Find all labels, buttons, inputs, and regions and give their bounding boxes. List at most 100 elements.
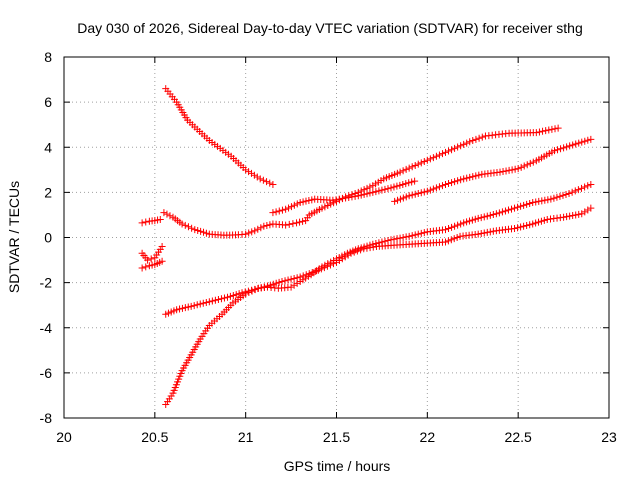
- data-point: [251, 286, 259, 294]
- data-point: [142, 218, 150, 226]
- data-point: [451, 144, 459, 152]
- x-tick-label: 20.5: [141, 429, 168, 445]
- data-point: [250, 171, 258, 179]
- y-tick-label: 0: [44, 230, 52, 246]
- data-point: [408, 178, 416, 186]
- data-point: [208, 297, 216, 305]
- x-tick-label: 20: [56, 429, 72, 445]
- data-point: [472, 135, 480, 143]
- data-point: [445, 224, 453, 232]
- data-point: [381, 185, 389, 193]
- data-point: [547, 195, 555, 203]
- data-point: [505, 166, 513, 174]
- data-point: [562, 190, 570, 198]
- data-point: [501, 207, 509, 215]
- data-point: [442, 226, 449, 234]
- data-point: [366, 183, 374, 191]
- data-point: [193, 301, 201, 309]
- data-point: [495, 209, 503, 217]
- data-point: [444, 237, 452, 245]
- data-point: [335, 195, 343, 203]
- data-point: [463, 218, 471, 226]
- data-point: [584, 206, 592, 214]
- data-point: [205, 298, 213, 306]
- data-point: [411, 231, 419, 239]
- data-point: [568, 188, 576, 196]
- data-point: [299, 217, 307, 225]
- data-point: [272, 208, 280, 216]
- data-point: [587, 135, 595, 143]
- data-point: [158, 257, 166, 265]
- data-point: [499, 168, 507, 176]
- data-point: [229, 291, 237, 299]
- data-point: [187, 302, 195, 310]
- data-point: [442, 238, 449, 246]
- data-point: [523, 200, 531, 208]
- data-point: [269, 209, 277, 217]
- data-point: [454, 177, 462, 185]
- data-point: [173, 306, 181, 314]
- data-point: [287, 275, 295, 283]
- data-point: [489, 227, 497, 235]
- axis-ticks: 20 20.5 21 21.5 22 22.5 23 -8 -6 -4 -2 0 2 4 6 8: [40, 49, 617, 445]
- data-point: [247, 169, 255, 177]
- data-point: [563, 213, 571, 221]
- data-point: [420, 229, 428, 237]
- data-point: [366, 241, 374, 249]
- data-point: [486, 211, 494, 219]
- data-point: [381, 237, 389, 245]
- x-tick-label: 21.5: [323, 429, 350, 445]
- data-point: [321, 261, 329, 269]
- data-point: [176, 305, 184, 313]
- data-point: [429, 185, 437, 193]
- x-tick-label: 22.5: [505, 429, 532, 445]
- data-point: [514, 203, 522, 211]
- data-point: [188, 224, 196, 232]
- data-point: [178, 304, 186, 312]
- data-point: [330, 257, 338, 265]
- y-axis-label: SDTVAR / TECUs: [6, 181, 22, 293]
- data-point: [460, 219, 468, 227]
- data-point: [405, 232, 413, 240]
- y-tick-label: -8: [40, 410, 53, 426]
- data-point: [290, 201, 298, 209]
- data-point: [245, 288, 253, 296]
- data-point: [251, 227, 259, 235]
- data-point: [360, 243, 368, 251]
- data-point: [474, 230, 482, 238]
- data-point: [158, 243, 166, 251]
- data-point: [578, 210, 586, 218]
- data-point: [542, 127, 550, 135]
- data-point: [142, 263, 150, 271]
- data-point: [384, 185, 392, 193]
- data-point: [318, 263, 326, 271]
- data-point: [560, 144, 568, 152]
- data-series: [162, 180, 595, 408]
- data-point: [571, 187, 579, 195]
- data-point: [253, 173, 261, 181]
- data-point: [508, 205, 516, 213]
- data-point: [226, 292, 234, 300]
- data-point: [242, 230, 250, 238]
- data-point: [405, 164, 413, 172]
- data-point: [220, 294, 228, 302]
- data-point: [475, 171, 483, 179]
- data-point: [466, 138, 474, 146]
- data-point: [584, 182, 592, 190]
- data-point: [581, 208, 589, 216]
- data-point: [517, 223, 525, 231]
- data-point: [366, 189, 374, 197]
- data-point: [399, 167, 407, 175]
- data-point: [405, 179, 413, 187]
- data-point: [532, 129, 540, 137]
- data-point: [269, 180, 277, 188]
- data-point: [396, 195, 404, 203]
- data-point: [520, 222, 528, 230]
- data-point: [460, 140, 468, 148]
- data-point: [572, 140, 580, 148]
- data-point: [539, 127, 547, 135]
- data-point: [435, 151, 443, 159]
- data-point: [442, 148, 449, 156]
- data-series: [138, 257, 166, 272]
- data-point: [445, 180, 453, 188]
